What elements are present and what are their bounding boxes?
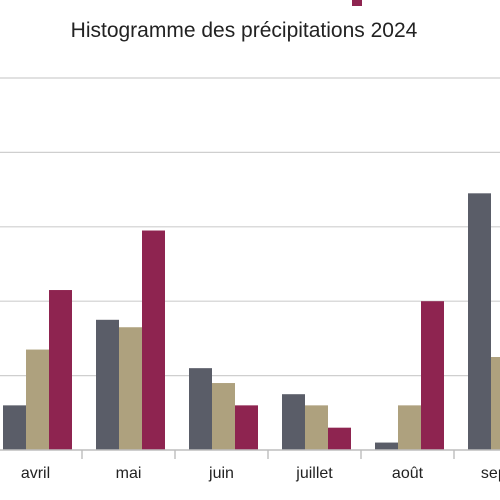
bar-juillet-s1 [282,394,305,450]
cropped-bar-top [352,0,362,6]
bar-août-s3 [421,301,444,450]
bars [3,0,500,450]
bar-mai-s1 [96,319,119,450]
grid-lines [0,77,500,377]
x-tick-label: avril [21,465,50,482]
x-tick-label: juillet [295,465,333,482]
bar-mai-s2 [119,327,142,450]
bar-juin-s2 [212,383,235,450]
bar-septe-s2 [491,357,500,450]
bar-juillet-s3 [328,427,351,450]
bar-septe-s1 [468,193,491,450]
bar-avril-s2 [26,349,49,450]
bar-juillet-s2 [305,405,328,450]
x-tick-label: mai [116,465,142,482]
bar-août-s1 [375,442,398,450]
x-tick-label: août [392,465,424,482]
bar-juin-s3 [235,405,258,450]
x-tick-label: juin [208,465,234,482]
x-tick-labels: avril mai juin juillet août septe [21,450,500,482]
bar-avril-s3 [49,290,72,450]
bar-mai-s3 [142,230,165,450]
bar-juin-s1 [189,368,212,450]
bar-août-s2 [398,405,421,450]
chart-title: Histogramme des précipitations 2024 [71,19,418,42]
x-tick-label: septe [481,465,500,482]
bar-avril-s1 [3,405,26,450]
